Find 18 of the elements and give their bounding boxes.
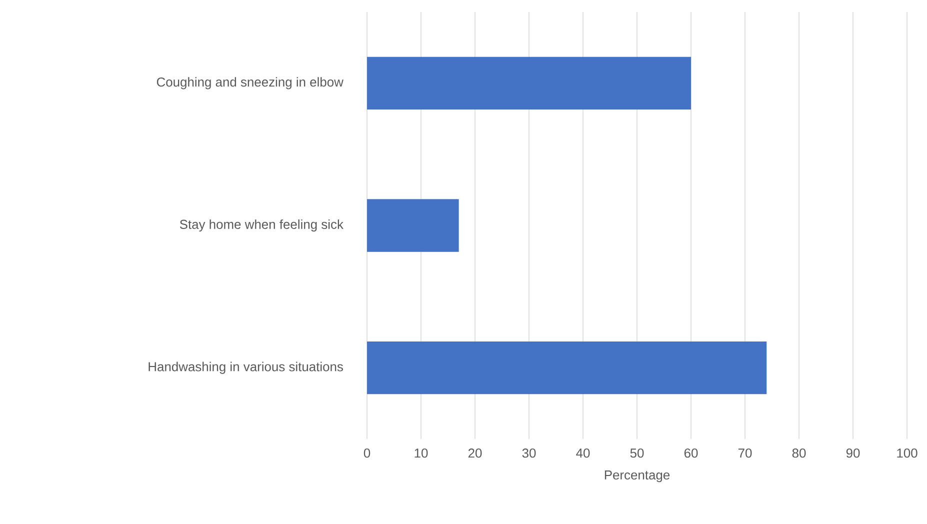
- x-tick-label: 10: [414, 448, 428, 458]
- x-tick-label: 60: [684, 448, 698, 458]
- y-tick-label: Coughing and sneezing in elbow: [156, 77, 344, 90]
- x-tick-label: 30: [522, 448, 536, 458]
- x-tick-label: 70: [738, 448, 752, 458]
- bar: [367, 341, 767, 394]
- x-tick-label: 50: [630, 448, 644, 458]
- y-tick-label: Stay home when feeling sick: [180, 219, 344, 232]
- x-axis-title: Percentage: [604, 470, 670, 482]
- x-tick-label: 40: [576, 448, 590, 458]
- x-tick-label: 80: [792, 448, 806, 458]
- bar: [367, 56, 692, 110]
- x-tick-label: 100: [897, 448, 918, 458]
- bar: [367, 199, 459, 252]
- y-tick-label: Handwashing in various situations: [148, 362, 343, 374]
- x-tick-label: 0: [364, 448, 370, 458]
- x-tick-label: 90: [846, 448, 860, 458]
- x-tick-label: 20: [468, 448, 482, 458]
